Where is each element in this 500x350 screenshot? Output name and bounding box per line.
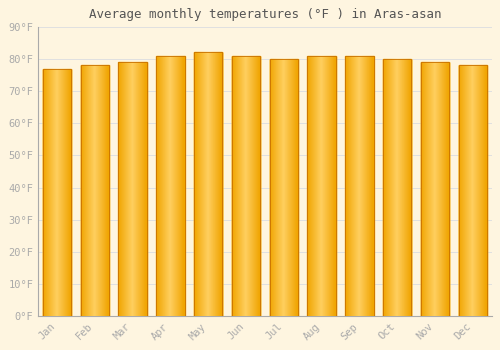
Bar [270,59,298,316]
Bar [383,59,412,316]
Bar [421,62,449,316]
Bar [80,65,109,316]
Bar [194,52,222,316]
Bar [345,56,374,316]
Bar [118,62,147,316]
Bar [232,56,260,316]
Bar [308,56,336,316]
Bar [156,56,184,316]
Bar [43,69,72,316]
Bar [458,65,487,316]
Title: Average monthly temperatures (°F ) in Aras-asan: Average monthly temperatures (°F ) in Ar… [88,8,441,21]
